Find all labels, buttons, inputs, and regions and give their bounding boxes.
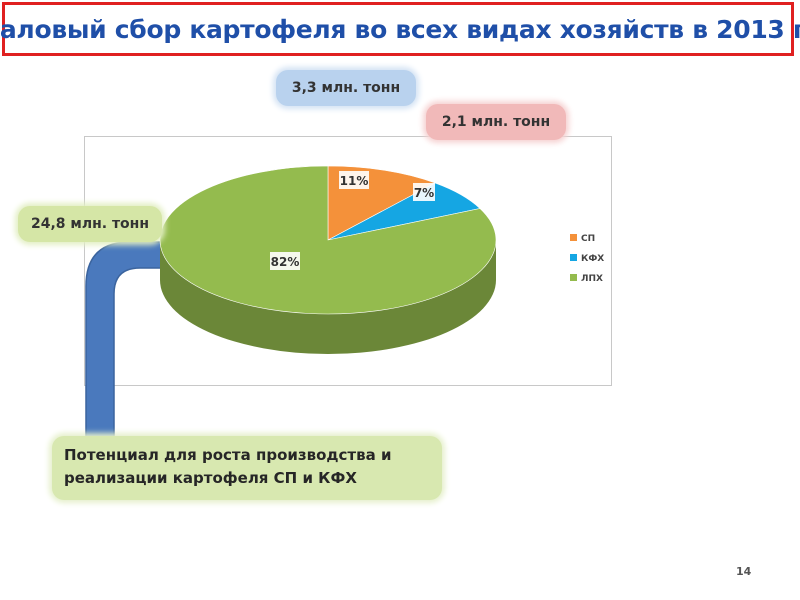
legend-label-2: КФХ — [581, 254, 604, 264]
slice-lph-label: 82% — [271, 255, 300, 269]
slice-kfh-label-bg — [413, 183, 435, 201]
legend-label-3: ЛПХ — [581, 274, 603, 284]
slice-kfh-label: 7% — [414, 186, 434, 200]
potential-text: Потенциал для роста производства и реали… — [64, 446, 392, 487]
slice-sp-label: 11% — [340, 174, 369, 188]
lph-volume-callout: 24,8 млн. тонн — [18, 206, 162, 242]
legend-swatch-2 — [570, 254, 577, 261]
slice-lph — [159, 165, 497, 315]
legend-swatch-3 — [570, 274, 577, 281]
potential-text-box: Потенциал для роста производства и реали… — [52, 436, 442, 500]
legend-label-1: СП — [581, 234, 595, 244]
title-box: Валовый сбор картофеля во всех видах хоз… — [0, 2, 800, 56]
legend-swatch-1 — [570, 234, 577, 241]
slice-sp-label-bg — [339, 171, 369, 189]
slice-lph-side — [160, 240, 496, 354]
kfh-volume-callout: 2,1 млн. тонн — [426, 104, 566, 140]
slice-lph-label-bg — [270, 252, 300, 270]
slide-title: Валовый сбор картофеля во всех видах хоз… — [0, 14, 800, 44]
page-number: 14 — [736, 565, 752, 578]
sp-volume-callout: 3,3 млн. тонн — [276, 70, 416, 106]
